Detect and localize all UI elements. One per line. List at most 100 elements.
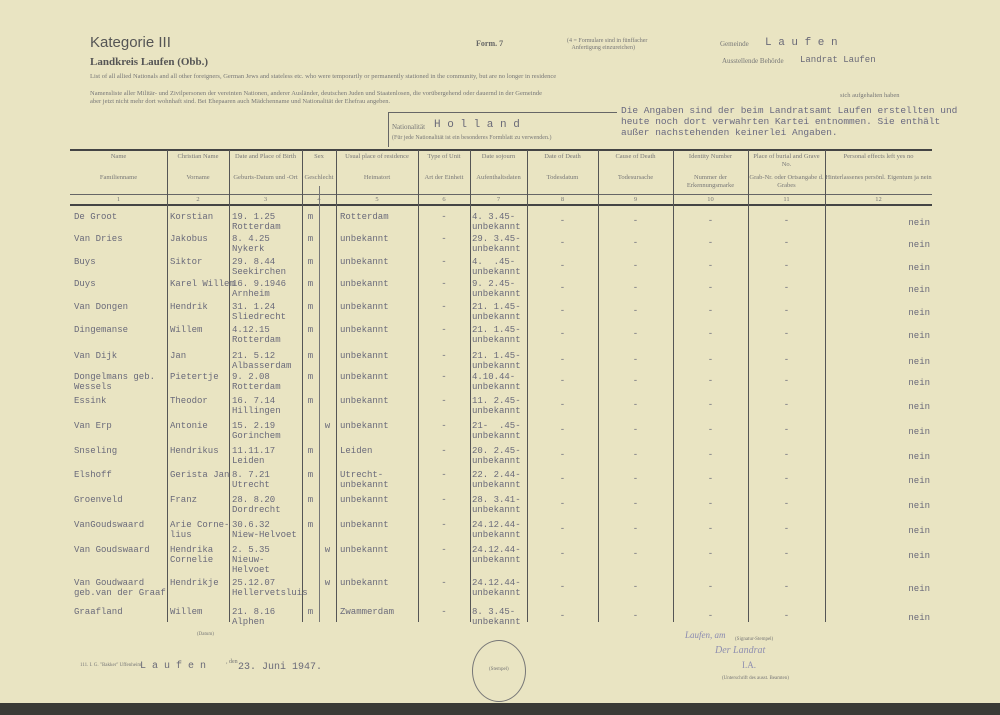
cell-unit: - (441, 495, 447, 505)
cell-sojourn: 24.12.44- unbekannt (472, 520, 521, 540)
cell-birth: 28. 8.20 Dordrecht (232, 495, 281, 515)
cell-id: - (707, 329, 714, 339)
column-number: 6 (442, 196, 446, 203)
cell-unit: - (441, 396, 447, 406)
cell-home: unbekannt (340, 421, 389, 431)
cell-cause: - (632, 400, 639, 410)
typed-note-line: heute noch dort verwahrten Kartei entnom… (621, 116, 941, 127)
cell-birth: 30.6.32 Niew-Helvoet (232, 520, 297, 540)
cell-id: - (707, 216, 714, 226)
cell-m: m (307, 234, 314, 244)
cell-first: Franz (170, 495, 198, 505)
cell-name: Van Goudwaard geb.van der Graaf (74, 578, 166, 598)
column-number: 5 (375, 196, 379, 203)
column-header-en: Christian Name (177, 153, 219, 160)
cell-death: - (559, 450, 566, 460)
cell-sojourn: 20. 2.45- unbekannt (472, 446, 521, 466)
cell-grave: - (783, 283, 790, 293)
cell-sojourn: 22. 2.44- unbekannt (472, 470, 521, 490)
cell-name: Snseling (74, 446, 118, 456)
cell-death: - (559, 425, 566, 435)
column-divider (825, 150, 826, 622)
footer-place: L a u f e n (140, 661, 207, 672)
cell-m: m (307, 279, 314, 289)
municipality-value: L a u f e n (765, 37, 838, 49)
cell-effects: nein (908, 263, 930, 273)
column-header-de: Geburts-Datum und -Ort (233, 174, 298, 181)
cell-first: Hendrik (170, 302, 208, 312)
cell-unit: - (441, 257, 447, 267)
cell-name: Van Erp (74, 421, 112, 431)
cell-effects: nein (908, 551, 930, 561)
cell-id: - (707, 283, 714, 293)
typed-note-line: Die Angaben sind der beim Landratsamt La… (621, 105, 958, 116)
cell-death: - (559, 283, 566, 293)
cell-cause: - (632, 329, 639, 339)
cell-id: - (707, 355, 714, 365)
cell-id: - (707, 261, 714, 271)
cell-sojourn: 21. 1.45- unbekannt (472, 351, 521, 371)
cell-cause: - (632, 611, 639, 621)
signature-place: Laufen, am (685, 630, 726, 640)
cell-name: Essink (74, 396, 107, 406)
column-number: 9 (633, 196, 638, 203)
cell-w: w (324, 421, 331, 431)
cell-sojourn: 21- .45- unbekannt (472, 421, 521, 441)
cell-m: m (307, 351, 314, 361)
cell-first: Korstian (170, 212, 214, 222)
cell-effects: nein (908, 240, 930, 250)
cell-grave: - (783, 238, 790, 248)
signature-label: (Unterschrift des ausst. Beamten) (722, 676, 789, 681)
cell-m: m (307, 212, 314, 222)
cell-w: w (324, 545, 331, 555)
cell-sojourn: 9. 2.45- unbekannt (472, 279, 521, 299)
printer-imprint: 111. I. G. "Bakker" Uffenheim (80, 663, 142, 668)
cell-grave: - (783, 329, 790, 339)
cell-sojourn: 24.12.44- unbekannt (472, 578, 521, 598)
instructions-de-1: Namensliste aller Militär- und Zivilpers… (90, 90, 542, 97)
instructions-de-2: aber jetzt nicht mehr dort wohnhaft sind… (90, 98, 391, 105)
cell-m: m (307, 607, 314, 617)
cell-effects: nein (908, 476, 930, 486)
column-header-en: Type of Unit (427, 153, 461, 160)
cell-m: m (307, 495, 314, 505)
cell-id: - (707, 524, 714, 534)
cell-cause: - (632, 216, 639, 226)
cell-sojourn: 4.10.44- unbekannt (472, 372, 521, 392)
cell-cause: - (632, 549, 639, 559)
cell-birth: 16. 9.1946 Arnheim (232, 279, 287, 299)
cell-birth: 8. 7.21 Utrecht (232, 470, 270, 490)
column-header-de: Aufenthaltsdaten (476, 174, 521, 181)
cell-death: - (559, 611, 566, 621)
cell-home: Leiden (340, 446, 373, 456)
cell-name: Graafland (74, 607, 123, 617)
cell-unit: - (441, 212, 447, 222)
column-header-en: Sex (314, 153, 324, 160)
copies-note-1: (4 = Formulare sind in fünffacher (567, 38, 648, 44)
column-header-en: Date of Death (544, 153, 581, 160)
cell-grave: - (783, 376, 790, 386)
cell-m: m (307, 470, 314, 480)
cell-id: - (707, 582, 714, 592)
column-number: 7 (496, 196, 501, 203)
column-header-en: Date sojourn (481, 153, 516, 160)
column-number: 8 (560, 196, 565, 203)
nationality-label: Nationalität (392, 123, 426, 131)
cell-name: Van Dijk (74, 351, 118, 361)
cell-unit: - (441, 607, 447, 617)
column-divider (673, 150, 674, 622)
cell-first: Theodor (170, 396, 208, 406)
cell-id: - (707, 425, 714, 435)
cell-unit: - (441, 421, 447, 431)
column-number: 4 (317, 196, 321, 203)
cell-grave: - (783, 261, 790, 271)
column-header-de: Familienname (99, 174, 138, 181)
cell-grave: - (783, 450, 790, 460)
cell-name: De Groot (74, 212, 118, 222)
cell-unit: - (441, 325, 447, 335)
cell-id: - (707, 450, 714, 460)
cell-cause: - (632, 425, 639, 435)
cell-first: Antonie (170, 421, 208, 431)
header-bottom-rule (70, 204, 932, 206)
